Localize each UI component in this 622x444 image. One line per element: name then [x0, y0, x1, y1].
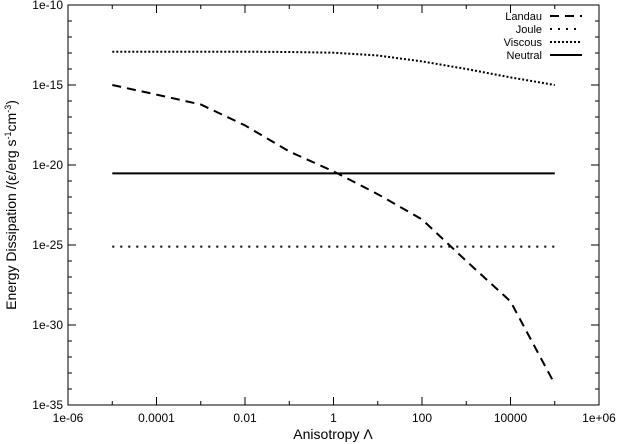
y-axis-title-pre: Energy Dissipation /(ε/erg s	[3, 139, 19, 309]
x-tick-label: 1	[330, 411, 337, 425]
y-tick-label: 1e-15	[32, 78, 63, 92]
plot-frame	[67, 4, 600, 406]
legend-label-viscous: Viscous	[504, 37, 543, 49]
legend-label-neutral: Neutral	[507, 50, 542, 62]
y-tick-label: 1e-20	[32, 158, 63, 172]
series-layer	[112, 50, 556, 385]
x-axis-title: Anisotropy Λ	[293, 426, 373, 442]
series-line-viscous	[112, 50, 555, 86]
y-axis-title-mid: cm	[3, 113, 19, 132]
y-tick-label: 1e-25	[32, 238, 63, 252]
y-axis-title-sup2: -3	[3, 105, 13, 113]
x-tick-label: 0.01	[233, 411, 257, 425]
y-tick-label: 1e-30	[32, 318, 63, 332]
y-axis-title-sup1: -1	[3, 131, 13, 139]
x-tick-label: 1e+06	[582, 411, 616, 425]
x-tick-label: 100	[412, 411, 432, 425]
x-tick-label: 1e-06	[53, 411, 84, 425]
x-tick-label: 0.0001	[138, 411, 175, 425]
y-axis-title: Energy Dissipation /(ε/erg s-1cm-3)	[3, 100, 19, 310]
legend-label-joule: Joule	[516, 24, 542, 36]
y-tick-label: 1e-10	[32, 0, 63, 12]
legend-label-landau: Landau	[505, 11, 542, 23]
x-tick-label: 10000	[494, 411, 528, 425]
series-line-landau	[112, 84, 556, 385]
y-tick-label: 1e-35	[32, 398, 63, 412]
axis-ticks: 1e-06 0.0001 0.01 1 100 10000 1e+06 1e-35 1e-30 1…	[32, 0, 616, 425]
y-axis-title-post: )	[3, 100, 19, 105]
